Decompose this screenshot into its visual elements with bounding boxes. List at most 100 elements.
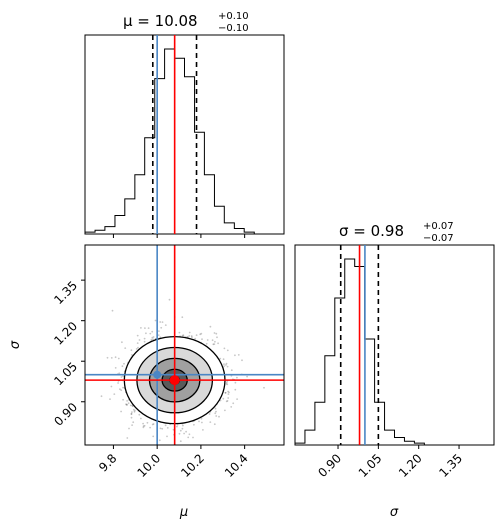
scatter-point [132,408,135,411]
scatter-point [181,334,184,337]
tick-label-joint-x-2: 10.2 [178,451,207,480]
scatter-point [213,343,216,345]
truth-point [153,370,162,379]
scatter-point [190,335,193,337]
scatter-point [223,363,225,365]
scatter-point [122,375,124,378]
scatter-point [120,376,123,378]
scatter-point [114,356,117,359]
scatter-point [143,424,146,427]
panel-sigma-histogram [294,244,495,446]
scatter-point [130,349,133,352]
scatter-point [246,375,249,378]
scatter-point [124,347,127,349]
scatter-point [120,389,123,392]
scatter-point [227,390,230,393]
scatter-point [160,326,163,329]
scatter-point [109,398,111,400]
x-axis-label-sigma: σ [390,505,399,520]
scatter-point [212,343,215,346]
scatter-point [215,410,217,413]
tick-label-joint-x-0: 9.8 [96,451,119,474]
scatter-point [121,365,124,368]
scatter-point [230,369,233,372]
panel-mu-histogram [84,34,285,235]
scatter-point [195,334,198,336]
scatter-point [214,412,217,415]
scatter-point [118,372,121,375]
scatter-point [209,421,212,423]
scatter-point [228,391,230,394]
scatter-point [193,423,195,426]
scatter-point [128,427,130,430]
scatter-point [123,362,125,365]
scatter-point [152,435,155,438]
scatter-point [110,385,113,388]
scatter-point [202,429,204,431]
scatter-point [151,330,154,333]
scatter-point [134,409,136,412]
title-sigma: σ = 0.98 [339,222,404,240]
scatter-point [143,340,146,343]
tick-label-sigma-x-2: 1.20 [396,451,425,480]
scatter-point [152,336,155,338]
scatter-point [168,298,171,301]
title-mu: μ = 10.08 [123,12,198,30]
scatter-point [192,436,194,439]
scatter-point [125,404,128,406]
scatter-point [234,388,237,391]
scatter-point [216,336,218,339]
scatter-point [226,383,229,386]
title-sigma-minus: −0.07 [423,233,454,244]
scatter-point [209,325,212,328]
scatter-point [161,321,164,323]
tick-label-sigma-x-0: 0.90 [315,451,344,480]
scatter-point [106,356,109,359]
scatter-point [217,342,220,345]
scatter-point [137,346,139,349]
scatter-point [138,339,141,341]
scatter-point [200,332,203,335]
scatter-point [224,409,226,412]
scatter-point [227,397,230,399]
scatter-point [130,413,133,415]
tick-label-joint-y-1: 1.05 [51,359,80,388]
scatter-point [119,388,121,391]
scatter-point [130,412,133,415]
scatter-point [146,421,149,424]
scatter-point [225,382,228,385]
scatter-point [225,364,227,366]
scatter-point [236,398,239,400]
scatter-point [130,416,133,419]
scatter-point [226,400,229,402]
title-sigma-plus: +0.07 [423,221,454,232]
scatter-point [159,321,162,323]
scatter-point [185,430,188,433]
scatter-point [263,386,265,389]
tick-label-joint-y-3: 1.35 [51,278,80,307]
hist-sigma-step [294,258,494,446]
scatter-point [234,354,236,357]
scatter-point [199,333,202,336]
tick-label-joint-x-3: 10.4 [222,451,251,480]
scatter-point [222,358,225,361]
scatter-point [150,338,153,341]
scatter-point [157,334,160,336]
scatter-point [225,381,228,384]
scatter-point [142,426,145,429]
scatter-point [138,413,141,416]
scatter-point [164,424,167,427]
scatter-point [117,382,119,384]
scatter-point [218,415,220,418]
scatter-point [154,319,157,322]
scatter-point [181,427,184,430]
scatter-point [182,334,185,337]
y-axis-label-sigma: σ [8,340,23,349]
scatter-point [205,342,208,345]
scatter-point [100,395,103,398]
scatter-point [226,349,229,352]
scatter-point [208,413,211,415]
scatter-point [178,331,181,334]
scatter-point [125,403,127,405]
scatter-point [213,332,216,334]
